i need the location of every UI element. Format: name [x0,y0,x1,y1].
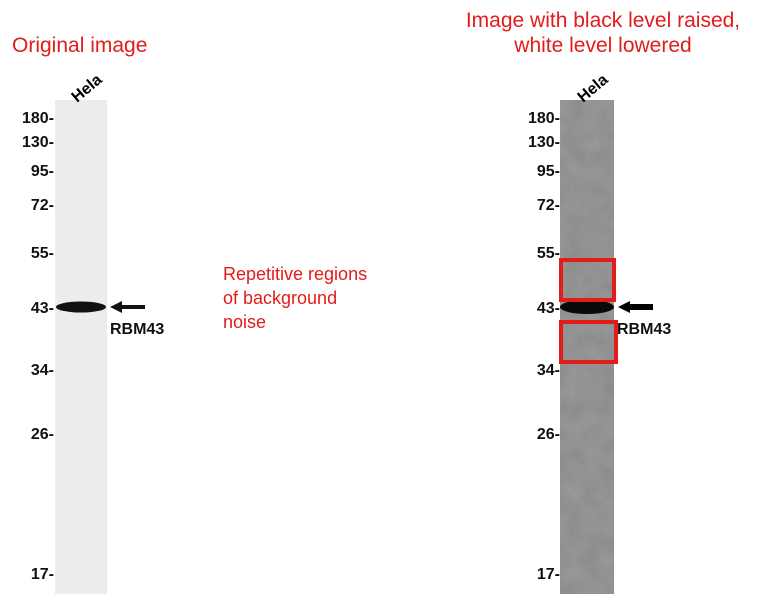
band [56,301,106,313]
marker-label: 130- [22,134,54,151]
marker-label: 95- [31,163,54,180]
marker-label: 180- [22,110,54,127]
marker-label: 180- [528,110,560,127]
annotation: noise [223,312,266,332]
marker-label: 17- [537,566,560,583]
arrow [618,301,653,313]
marker-label: 72- [31,197,54,214]
annotation: of background [223,288,337,308]
marker-label: 34- [537,362,560,379]
marker-label: 55- [31,245,54,262]
annotation: Repetitive regions [223,264,367,284]
band-label: RBM43 [617,321,671,338]
marker-label: 26- [31,426,54,443]
highlight-box [559,258,616,302]
lane [55,100,107,594]
marker-label: 130- [528,134,560,151]
arrow [110,301,145,313]
highlight-box [559,320,618,364]
band [560,300,614,314]
marker-label: 17- [31,566,54,583]
left-title: Original image [12,34,147,57]
marker-label: 55- [537,245,560,262]
marker-label: 26- [537,426,560,443]
marker-label: 95- [537,163,560,180]
band-label: RBM43 [110,321,164,338]
right-title: white level lowered [513,34,691,57]
right-title: Image with black level raised, [466,9,740,32]
marker-label: 72- [537,197,560,214]
lane [560,100,614,594]
marker-label: 43- [537,300,560,317]
marker-label: 34- [31,362,54,379]
marker-label: 43- [31,300,54,317]
